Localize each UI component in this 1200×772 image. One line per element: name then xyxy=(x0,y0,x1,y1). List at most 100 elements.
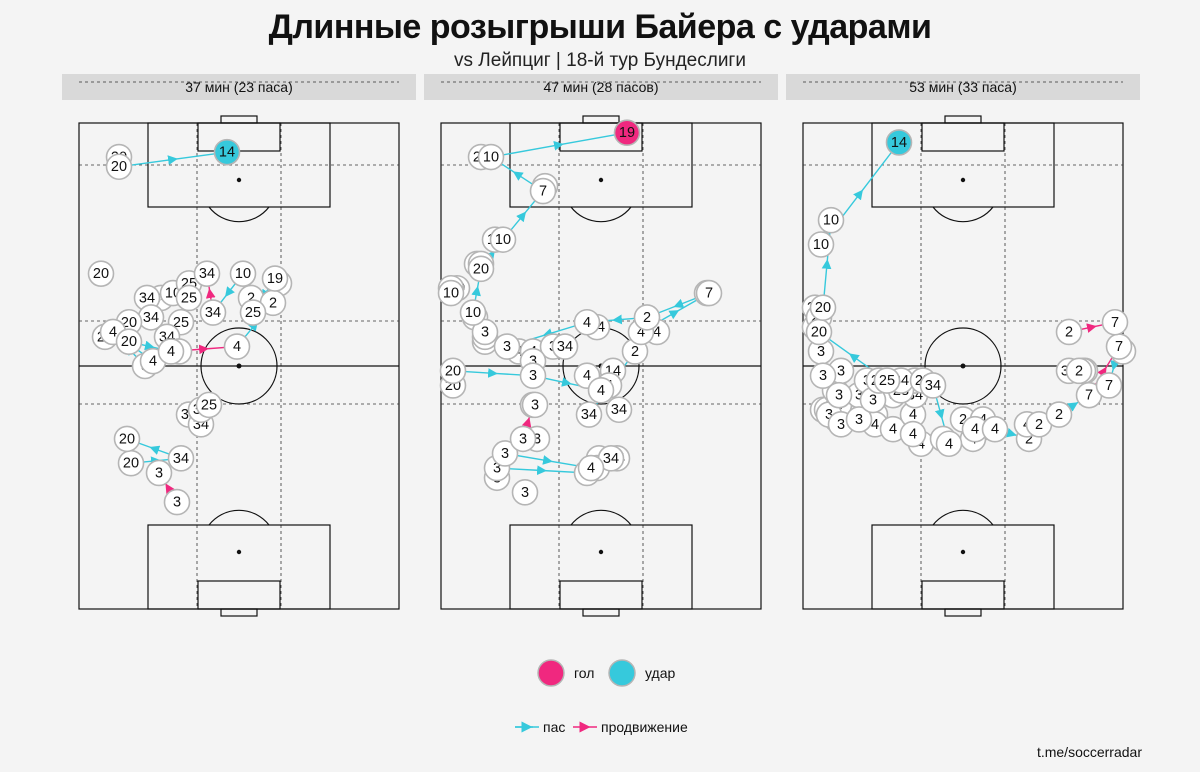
player-number-label: 3 xyxy=(837,363,845,379)
legend-shot-marker xyxy=(608,659,636,687)
player-number-label: 3 xyxy=(531,397,539,413)
bottom-penalty-arc xyxy=(932,509,994,526)
player-number-label: 10 xyxy=(813,237,829,253)
player-number-label: 20 xyxy=(93,266,109,282)
player-number-label: 20 xyxy=(123,456,139,472)
legend-shot-label: удар xyxy=(645,665,675,681)
player-node xyxy=(809,362,837,390)
player-number-label: 34 xyxy=(603,451,619,467)
shot-node xyxy=(213,138,241,166)
player-number-label: 20 xyxy=(111,159,127,175)
panel-header-3: 53 мин (33 паса) xyxy=(786,74,1140,100)
player-node xyxy=(577,454,605,482)
player-number-label: 34 xyxy=(611,402,627,418)
player-number-label: 2 xyxy=(631,344,639,360)
player-number-label: 4 xyxy=(597,383,605,399)
player-node xyxy=(105,153,133,181)
player-number-label: 4 xyxy=(991,422,999,438)
player-number-label: 4 xyxy=(871,417,879,433)
bottom-penalty-area xyxy=(871,524,1055,610)
player-node xyxy=(919,372,947,399)
player-number-label: 20 xyxy=(811,324,827,340)
player-node xyxy=(509,425,537,453)
player-number-label: 4 xyxy=(945,436,953,452)
bottom-goal xyxy=(220,608,258,617)
player-number-label: 10 xyxy=(443,286,459,302)
player-node xyxy=(807,231,835,258)
player-number-label: 3 xyxy=(869,393,877,409)
player-number-label: 4 xyxy=(109,324,117,340)
legend-goal-marker xyxy=(537,659,565,687)
bottom-penalty-spot xyxy=(236,549,242,555)
player-number-label: 34 xyxy=(143,310,159,326)
chart-title: Длинные розыгрыши Байера с ударами xyxy=(268,8,932,46)
player-node xyxy=(521,391,549,419)
player-node xyxy=(519,362,547,390)
player-node xyxy=(529,177,557,205)
bottom-goal xyxy=(582,608,620,617)
player-number-label: 7 xyxy=(1085,388,1093,404)
player-number-label: 4 xyxy=(587,461,595,477)
top-penalty-spot xyxy=(960,177,966,183)
player-node xyxy=(1055,318,1083,346)
player-node xyxy=(199,299,227,326)
player-node xyxy=(229,260,257,287)
player-node xyxy=(809,294,837,321)
top-goal-area xyxy=(921,122,1005,152)
player-node xyxy=(511,479,539,506)
player-number-label: 10 xyxy=(235,266,251,282)
player-number-label: 3 xyxy=(519,431,527,447)
player-node xyxy=(493,333,521,360)
player-number-label: 3 xyxy=(155,465,163,481)
bottom-penalty-arc xyxy=(570,509,632,526)
bottom-penalty-spot xyxy=(960,549,966,555)
player-node xyxy=(467,255,495,283)
top-goal xyxy=(220,115,258,124)
top-penalty-arc xyxy=(932,206,994,223)
chart-subtitle: vs Лейпциг | 18-й тур Бундеслиги xyxy=(454,50,746,71)
pitch-panel-3: 3333334444442244443425243283425332020334… xyxy=(801,81,1137,617)
player-number-label: 3 xyxy=(819,368,827,384)
bottom-goal-area xyxy=(197,580,281,610)
player-number-label: 3 xyxy=(529,354,537,370)
player-number-label: 3 xyxy=(855,388,863,404)
pitch-panel-1: 2034102525343425343202034192344332034203… xyxy=(78,81,400,617)
panel-header-2: 47 мин (28 пасов) xyxy=(424,74,778,100)
player-node xyxy=(113,425,141,453)
player-number-label: 4 xyxy=(149,354,157,370)
player-number-label: 3 xyxy=(835,388,843,404)
player-number-label: 2 xyxy=(269,295,277,311)
player-node xyxy=(223,333,251,360)
player-node xyxy=(491,440,519,467)
player-number-label: 3 xyxy=(837,417,845,433)
pass-arrow xyxy=(118,151,228,168)
player-number-label: 4 xyxy=(167,344,175,360)
player-number-label: 2 xyxy=(1025,431,1033,447)
pass-arrow xyxy=(452,368,534,378)
player-node xyxy=(195,391,223,419)
shot-node xyxy=(885,129,913,156)
player-node xyxy=(489,226,517,253)
legend: гол удар пас продвижение xyxy=(515,659,688,735)
top-penalty-arc xyxy=(208,206,270,223)
player-node xyxy=(551,333,579,360)
player-number-label: 20 xyxy=(121,334,137,350)
player-node xyxy=(981,415,1009,443)
bottom-goal-area xyxy=(921,580,1005,610)
pass-arrow xyxy=(496,465,588,476)
bottom-goal xyxy=(944,608,982,617)
player-node xyxy=(817,206,845,234)
player-number-label: 3 xyxy=(529,368,537,384)
player-number-label: 4 xyxy=(889,422,897,438)
player-number-label: 4 xyxy=(971,422,979,438)
centre-circle xyxy=(924,327,1002,405)
player-number-label: 3 xyxy=(481,324,489,340)
player-number-label: 7 xyxy=(1105,378,1113,394)
player-number-label: 4 xyxy=(583,368,591,384)
player-number-label: 3 xyxy=(503,339,511,355)
player-number-label: 3 xyxy=(533,431,541,447)
player-number-label: 10 xyxy=(823,213,839,229)
player-number-label: 10 xyxy=(483,150,499,166)
player-node xyxy=(845,406,873,433)
